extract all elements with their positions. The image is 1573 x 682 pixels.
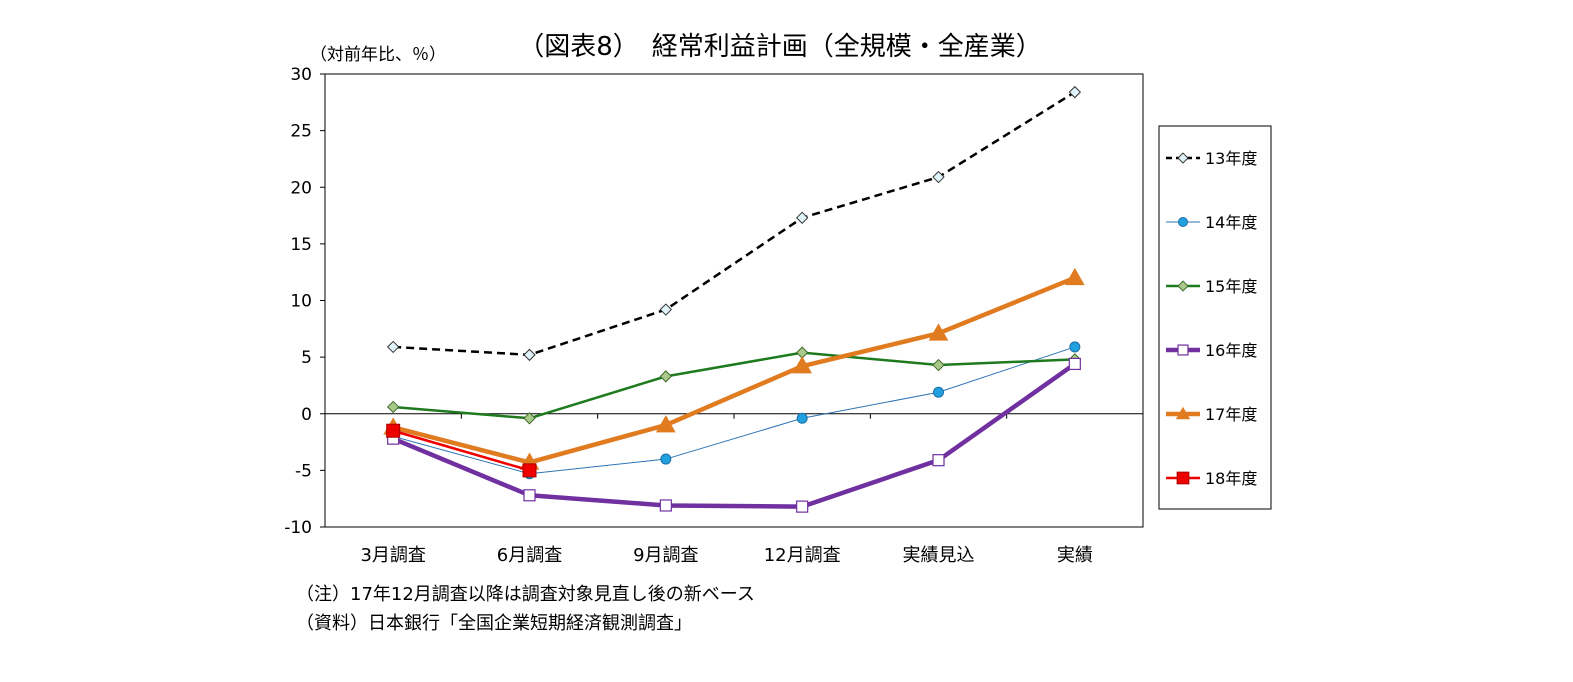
data-point: [386, 423, 401, 438]
series-4: [387, 357, 1081, 513]
legend-frame: [1158, 125, 1272, 510]
x-tick-label: 実績見込: [903, 545, 975, 566]
data-point: [523, 348, 536, 362]
series-line: [393, 351, 1075, 420]
data-point: [928, 323, 949, 341]
data-point: [1068, 357, 1081, 371]
legend-marker: [1177, 280, 1189, 292]
data-point: [796, 500, 809, 513]
series-line: [393, 91, 1076, 357]
data-point: [522, 463, 537, 478]
footnote: （注）17年12月調査以降は調査対象見直し後の新ベース: [296, 584, 755, 605]
x-tick-label: 12月調査: [764, 545, 841, 566]
data-point: [933, 386, 944, 398]
legend-label: 18年度: [1205, 469, 1257, 488]
data-point: [523, 489, 536, 502]
data-point: [932, 170, 945, 184]
series-line: [392, 275, 1076, 465]
y-tick-label: 20: [290, 178, 312, 198]
legend-marker: [1175, 406, 1191, 420]
x-axis: 3月調査 6月調査 9月調査 12月調査 実績見込 実績: [325, 413, 1143, 566]
legend-marker: [1176, 471, 1190, 485]
series-line: [392, 362, 1077, 509]
data-point: [795, 211, 809, 225]
series-line: [393, 346, 1075, 475]
legend-marker: [1177, 344, 1189, 356]
legend-label: 15年度: [1205, 277, 1257, 296]
legend: 13年度 14年度 15年度 16年度 17年度 18年度: [1158, 125, 1272, 510]
data-point: [792, 356, 813, 374]
series-group: [383, 85, 1085, 513]
data-point: [932, 454, 945, 467]
x-tick-label: 9月調査: [633, 545, 698, 566]
y-axis-unit-label: （対前年比、％）: [310, 45, 446, 65]
data-point: [659, 303, 673, 316]
data-point: [796, 412, 808, 424]
series-line: [392, 429, 530, 472]
chart-title: （図表8） 経常利益計画（全規模・全産業）: [518, 32, 1042, 62]
source-note: （資料）日本銀行「全国企業短期経済観測調査」: [296, 613, 692, 634]
y-tick-label: 15: [290, 235, 312, 255]
data-point: [1069, 341, 1081, 353]
data-point: [523, 412, 536, 425]
data-point: [1068, 85, 1082, 99]
legend-marker: [1177, 152, 1189, 164]
data-point: [386, 340, 400, 354]
x-tick-label: 6月調査: [497, 545, 562, 566]
data-point: [386, 400, 400, 414]
data-point: [932, 358, 945, 372]
y-tick-label: 25: [290, 122, 312, 142]
data-point: [659, 499, 672, 512]
series-3: [386, 346, 1082, 425]
data-point: [655, 415, 676, 433]
data-point: [1064, 267, 1085, 286]
y-tick-label: 30: [290, 65, 312, 85]
y-axis: 30 25 20 15 10 5 0 -5 -10: [284, 65, 325, 538]
data-point: [659, 370, 673, 383]
legend-label: 13年度: [1205, 149, 1257, 168]
y-tick-label: 5: [301, 348, 312, 368]
y-tick-label: -10: [284, 518, 312, 538]
y-tick-label: -5: [295, 461, 312, 481]
legend-label: 16年度: [1205, 341, 1257, 360]
legend-marker: [1178, 217, 1188, 227]
x-tick-label: 実績: [1057, 545, 1093, 566]
x-tick-label: 3月調査: [360, 545, 425, 566]
series-6: [386, 423, 537, 478]
data-point: [660, 453, 672, 465]
y-tick-label: 10: [290, 292, 312, 312]
y-tick-label: 0: [301, 405, 312, 425]
legend-label: 17年度: [1205, 405, 1257, 424]
legend-label: 14年度: [1205, 213, 1257, 232]
series-1: [386, 85, 1082, 362]
